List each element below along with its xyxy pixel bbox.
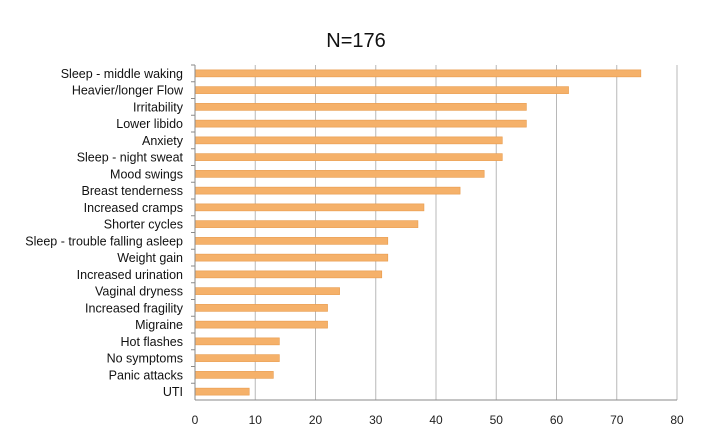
- category-label: Increased fragility: [85, 301, 184, 315]
- category-label: Irritability: [133, 100, 184, 114]
- category-label: Migraine: [135, 318, 183, 332]
- category-label: Sleep - trouble falling asleep: [25, 234, 183, 248]
- category-label: Increased urination: [77, 268, 183, 282]
- bar: [194, 220, 419, 228]
- category-label: Heavier/longer Flow: [72, 84, 184, 98]
- x-tick-label: 0: [192, 413, 199, 427]
- category-label: Mood swings: [110, 167, 183, 181]
- x-tick-label: 60: [550, 413, 564, 427]
- bar: [194, 103, 527, 111]
- category-label: No symptoms: [107, 352, 183, 366]
- bar: [194, 69, 642, 78]
- bar: [194, 287, 340, 295]
- bar: [194, 304, 328, 312]
- category-label: Hot flashes: [120, 335, 183, 349]
- bar: [194, 119, 527, 128]
- bar: [194, 86, 569, 94]
- x-tick-label: 10: [249, 413, 263, 427]
- bar: [194, 253, 389, 262]
- bar: [194, 237, 389, 245]
- bar: [194, 354, 280, 362]
- category-label: Lower libido: [116, 117, 183, 131]
- bar: [194, 170, 485, 178]
- bar: [194, 371, 274, 379]
- category-label: UTI: [163, 385, 183, 399]
- x-tick-label: 20: [309, 413, 323, 427]
- bar: [194, 186, 461, 195]
- x-tick-label: 80: [670, 413, 684, 427]
- chart-title: N=176: [326, 30, 386, 52]
- category-label: Sleep - middle waking: [61, 67, 183, 81]
- bar: [194, 387, 250, 396]
- x-tick-label: 70: [610, 413, 624, 427]
- bars: [194, 69, 642, 396]
- category-label: Sleep - night sweat: [77, 151, 184, 165]
- category-label: Breast tenderness: [82, 184, 183, 198]
- bar: [194, 136, 503, 145]
- bar: [194, 337, 280, 346]
- grid-lines: [254, 65, 678, 400]
- category-label: Shorter cycles: [104, 218, 183, 232]
- category-label: Weight gain: [117, 251, 183, 265]
- x-tick-labels: 0 10 20 30 40 50 60 70 80: [192, 413, 684, 427]
- axes: [191, 64, 677, 401]
- category-label: Panic attacks: [109, 368, 183, 382]
- category-label: Anxiety: [142, 134, 184, 148]
- x-tick-label: 40: [429, 413, 443, 427]
- bar: [194, 203, 425, 212]
- x-tick-label: 50: [490, 413, 504, 427]
- bar: [194, 270, 383, 279]
- bar: [194, 153, 503, 161]
- category-label: Vaginal dryness: [95, 285, 183, 299]
- bar: [194, 320, 328, 329]
- x-tick-label: 30: [369, 413, 383, 427]
- category-labels: Sleep - middle waking Heavier/longer Flow…: [25, 67, 184, 399]
- category-label: Increased cramps: [84, 201, 183, 215]
